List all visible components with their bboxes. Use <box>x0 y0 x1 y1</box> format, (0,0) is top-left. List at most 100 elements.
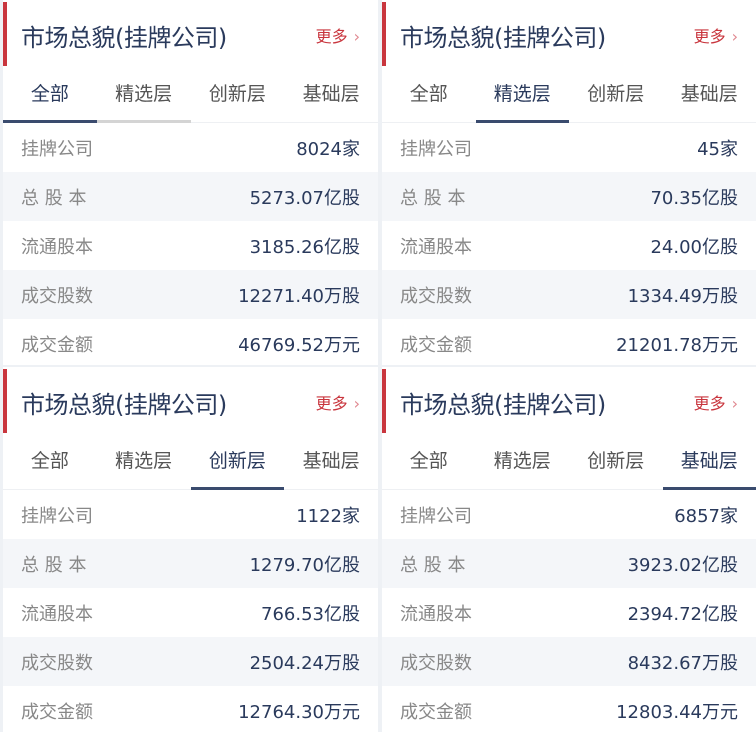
tab-1[interactable]: 精选层 <box>493 450 551 472</box>
tab-1[interactable]: 精选层 <box>475 66 570 123</box>
panel-header: 市场总貌(挂牌公司) 更多 › <box>3 0 378 66</box>
stat-row: 挂牌公司 1122家 <box>3 490 378 539</box>
stat-value: 2504.24万股 <box>249 652 360 674</box>
panel-header: 市场总貌(挂牌公司) 更多 › <box>382 0 756 66</box>
panel-title: 市场总貌(挂牌公司) <box>400 391 606 419</box>
chevron-right-icon: › <box>353 394 360 413</box>
more-link[interactable]: 更多 › <box>694 23 738 47</box>
stat-row: 挂牌公司 45家 <box>382 123 756 172</box>
stat-label: 成交金额 <box>400 334 472 356</box>
stat-row: 成交股数 8432.67万股 <box>382 637 756 686</box>
market-overview-panel: 市场总貌(挂牌公司) 更多 › 全部 精选层 创新层 基础层 挂牌公司 8024家 总 … <box>3 0 378 365</box>
more-label: 更多 <box>693 394 726 413</box>
stat-value: 1122家 <box>296 505 360 527</box>
stat-row: 成交股数 1334.49万股 <box>382 270 756 319</box>
stat-value: 24.00亿股 <box>650 236 738 258</box>
stat-label: 总 股 本 <box>21 554 87 576</box>
stat-label: 成交股数 <box>400 285 472 307</box>
stat-value: 70.35亿股 <box>650 187 738 209</box>
tab-1[interactable]: 精选层 <box>115 450 173 472</box>
stat-row: 成交股数 2504.24万股 <box>3 637 378 686</box>
stat-label: 流通股本 <box>400 236 472 258</box>
panel-header: 市场总貌(挂牌公司) 更多 › <box>382 367 756 433</box>
tab-3[interactable]: 基础层 <box>680 83 738 105</box>
tab-3[interactable]: 基础层 <box>662 433 756 490</box>
stat-value: 12803.44万元 <box>616 701 738 723</box>
panel-title: 市场总貌(挂牌公司) <box>21 391 227 419</box>
tab-bar: 全部 精选层 创新层 基础层 <box>382 433 756 490</box>
more-label: 更多 <box>315 27 348 46</box>
chevron-right-icon: › <box>731 27 738 46</box>
stat-row: 成交股数 12271.40万股 <box>3 270 378 319</box>
stat-row: 总 股 本 1279.70亿股 <box>3 539 378 588</box>
stat-label: 流通股本 <box>400 603 472 625</box>
stat-row: 挂牌公司 8024家 <box>3 123 378 172</box>
stat-label: 流通股本 <box>21 236 93 258</box>
stats-list: 挂牌公司 1122家 总 股 本 1279.70亿股 流通股本 766.53亿股… <box>3 490 378 732</box>
stats-list: 挂牌公司 45家 总 股 本 70.35亿股 流通股本 24.00亿股 成交股数… <box>382 123 756 365</box>
stat-value: 45家 <box>697 138 738 160</box>
stat-value: 766.53亿股 <box>261 603 360 625</box>
stat-row: 流通股本 3185.26亿股 <box>3 221 378 270</box>
more-label: 更多 <box>315 394 348 413</box>
stat-value: 3185.26亿股 <box>249 236 360 258</box>
panel-header: 市场总貌(挂牌公司) 更多 › <box>3 367 378 433</box>
more-link[interactable]: 更多 › <box>316 390 360 414</box>
stat-value: 46769.52万元 <box>238 334 360 356</box>
tab-bar: 全部 精选层 创新层 基础层 <box>382 66 756 123</box>
stat-row: 流通股本 766.53亿股 <box>3 588 378 637</box>
stat-value: 8024家 <box>296 138 360 160</box>
market-overview-panel: 市场总貌(挂牌公司) 更多 › 全部 精选层 创新层 基础层 挂牌公司 1122家 总 … <box>3 367 378 732</box>
tab-1[interactable]: 精选层 <box>96 66 191 123</box>
tab-0[interactable]: 全部 <box>409 450 448 472</box>
stat-label: 总 股 本 <box>400 187 466 209</box>
tab-3[interactable]: 基础层 <box>302 83 360 105</box>
accent-bar <box>3 2 7 66</box>
stat-row: 总 股 本 70.35亿股 <box>382 172 756 221</box>
panel-title: 市场总貌(挂牌公司) <box>400 24 606 52</box>
stats-list: 挂牌公司 6857家 总 股 本 3923.02亿股 流通股本 2394.72亿… <box>382 490 756 732</box>
accent-bar <box>382 369 386 433</box>
tab-0[interactable]: 全部 <box>409 83 448 105</box>
stat-value: 5273.07亿股 <box>249 187 360 209</box>
stat-value: 21201.78万元 <box>616 334 738 356</box>
stat-value: 3923.02亿股 <box>627 554 738 576</box>
more-label: 更多 <box>693 27 726 46</box>
accent-bar <box>382 2 386 66</box>
stat-label: 成交股数 <box>21 652 93 674</box>
tab-bar: 全部 精选层 创新层 基础层 <box>3 66 378 123</box>
stat-label: 挂牌公司 <box>400 505 472 527</box>
tab-2[interactable]: 创新层 <box>587 83 645 105</box>
stat-value: 1279.70亿股 <box>249 554 360 576</box>
stat-row: 流通股本 24.00亿股 <box>382 221 756 270</box>
stat-label: 流通股本 <box>21 603 93 625</box>
stat-label: 成交股数 <box>21 285 93 307</box>
stat-label: 挂牌公司 <box>21 138 93 160</box>
tab-0[interactable]: 全部 <box>30 450 69 472</box>
stat-label: 成交金额 <box>21 334 93 356</box>
stat-row: 成交金额 12764.30万元 <box>3 686 378 732</box>
stats-list: 挂牌公司 8024家 总 股 本 5273.07亿股 流通股本 3185.26亿… <box>3 123 378 365</box>
stat-row: 流通股本 2394.72亿股 <box>382 588 756 637</box>
stat-label: 成交金额 <box>21 701 93 723</box>
stat-row: 总 股 本 3923.02亿股 <box>382 539 756 588</box>
market-overview-panel: 市场总貌(挂牌公司) 更多 › 全部 精选层 创新层 基础层 挂牌公司 45家 总 股 … <box>382 0 756 365</box>
more-link[interactable]: 更多 › <box>694 390 738 414</box>
more-link[interactable]: 更多 › <box>316 23 360 47</box>
stat-row: 成交金额 12803.44万元 <box>382 686 756 732</box>
panel-title: 市场总貌(挂牌公司) <box>21 24 227 52</box>
stat-value: 8432.67万股 <box>627 652 738 674</box>
tab-2[interactable]: 创新层 <box>190 433 285 490</box>
stat-row: 总 股 本 5273.07亿股 <box>3 172 378 221</box>
stat-label: 总 股 本 <box>21 187 87 209</box>
tab-3[interactable]: 基础层 <box>302 450 360 472</box>
stat-row: 挂牌公司 6857家 <box>382 490 756 539</box>
tab-2[interactable]: 创新层 <box>208 83 266 105</box>
stat-value: 2394.72亿股 <box>627 603 738 625</box>
chevron-right-icon: › <box>353 27 360 46</box>
tab-2[interactable]: 创新层 <box>587 450 645 472</box>
stat-label: 总 股 本 <box>400 554 466 576</box>
stat-value: 12271.40万股 <box>238 285 360 307</box>
stat-label: 挂牌公司 <box>400 138 472 160</box>
tab-0[interactable]: 全部 <box>3 66 97 123</box>
